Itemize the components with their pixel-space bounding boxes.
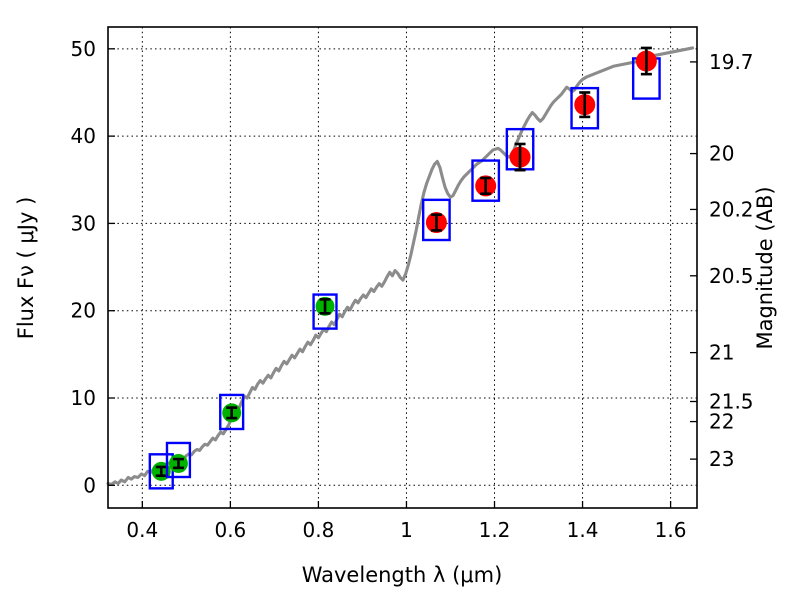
x-axis-label: Wavelength λ (μm)	[302, 563, 503, 587]
photometry-point[interactable]	[570, 86, 600, 130]
y-axis-right-ticks: 19.7 20 20.2 20.5 21 21.522 23	[690, 50, 754, 471]
y-axis-label: Flux Fν ( μJy )	[14, 197, 38, 340]
axes-frame	[107, 26, 698, 509]
model-photometry-square	[421, 198, 451, 242]
photometry-point[interactable]	[148, 453, 174, 490]
photometry-point[interactable]	[471, 159, 501, 202]
y-tick-label: 20	[71, 299, 96, 323]
y2-tick-label: 20	[709, 142, 734, 166]
y2-tick-label: 19.7	[709, 50, 754, 74]
model-photometry-square	[219, 393, 245, 431]
x-tick-label: 1.4	[567, 518, 599, 542]
model-photometry-square	[471, 159, 501, 202]
photometry-point[interactable]	[165, 441, 192, 479]
y-tick-label: 40	[71, 124, 96, 148]
x-tick-label: 1.6	[655, 518, 687, 542]
x-tick-label: 1.2	[479, 518, 511, 542]
x-tick-label: 1	[400, 518, 413, 542]
photometry-layer	[148, 46, 661, 490]
y2-tick-label: 23	[709, 447, 734, 471]
photometry-point[interactable]	[631, 46, 661, 100]
photometry-point[interactable]	[421, 198, 451, 242]
y2-tick-label: 21	[709, 341, 734, 365]
y-tick-label: 50	[71, 37, 96, 61]
model-photometry-square	[312, 293, 338, 330]
model-spectrum-curve	[106, 46, 695, 486]
photometry-point[interactable]	[219, 393, 245, 431]
photometry-point[interactable]	[312, 293, 338, 330]
y-tick-label: 0	[83, 473, 96, 497]
y2-tick-label: 20.5	[709, 264, 754, 288]
y-tick-label: 30	[71, 211, 96, 235]
y-axis-left-ticks: 0 10 20 30 40 50	[71, 37, 115, 497]
x-tick-label: 0.8	[303, 518, 335, 542]
y2-tick-label: 22	[709, 410, 734, 434]
y-tick-label: 10	[71, 386, 96, 410]
y2-tick-label: 20.2	[709, 197, 754, 221]
x-tick-label: 0.6	[214, 518, 246, 542]
photometry-point[interactable]	[505, 127, 535, 172]
gridlines-layer	[108, 27, 697, 508]
model-photometry-square	[165, 441, 192, 479]
model-photometry-square	[570, 86, 600, 130]
x-tick-label: 0.4	[126, 518, 158, 542]
model-photometry-square	[148, 453, 174, 490]
y-axis-right-label: Magnitude (AB)	[753, 186, 777, 349]
x-axis-ticks: 0.4 0.6 0.8 1 1.2 1.4 1.6	[126, 501, 686, 542]
y2-tick-label: 21.5	[709, 389, 754, 413]
